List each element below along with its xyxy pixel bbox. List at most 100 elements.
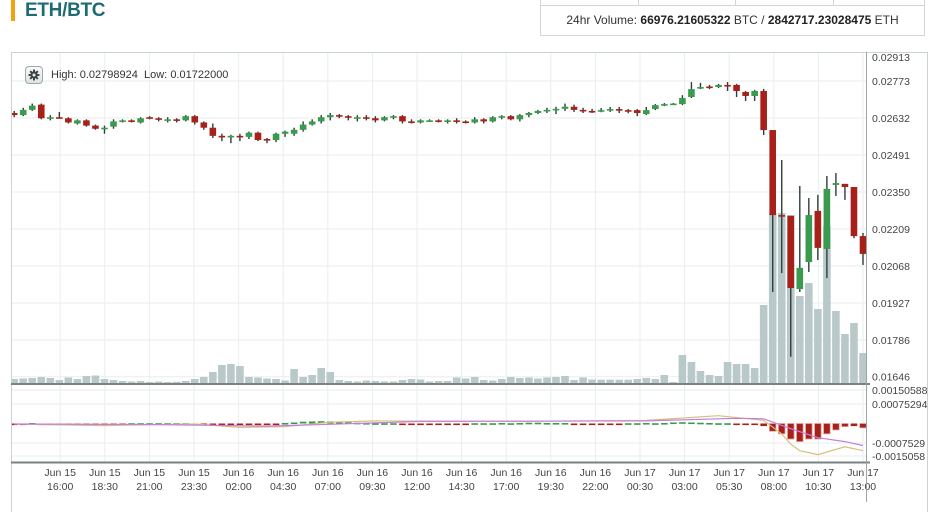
volume-bar xyxy=(12,379,18,383)
volume-bar xyxy=(678,355,687,383)
macd-histogram-bar xyxy=(561,422,569,425)
price-axis-label: 0.02350 xyxy=(872,187,910,199)
candle-down xyxy=(760,90,767,131)
candle-down xyxy=(191,116,199,123)
candle-up xyxy=(751,90,758,96)
macd-histogram-bar xyxy=(408,423,415,426)
macd-histogram-bar xyxy=(435,423,442,426)
macd-histogram-bar xyxy=(679,422,686,424)
volume-bar xyxy=(461,378,470,383)
macd-histogram-bar xyxy=(633,423,641,425)
candle-up xyxy=(354,117,361,119)
x-axis-time-label: 02:00 xyxy=(225,481,251,493)
price-axis-label: 0.02773 xyxy=(872,76,910,88)
candle-up xyxy=(227,135,235,138)
volume-bar xyxy=(100,379,109,383)
candle-down xyxy=(733,84,740,91)
volume-bar xyxy=(281,380,289,383)
candle-up xyxy=(597,110,605,112)
macd-histogram-bar xyxy=(218,423,226,426)
x-axis-date-label: Jun 17 xyxy=(669,467,701,479)
volume-bar xyxy=(46,378,55,383)
candle-down xyxy=(218,135,226,138)
macd-histogram-bar xyxy=(290,422,298,425)
macd-histogram-bar xyxy=(624,423,632,425)
volume-bar xyxy=(55,380,64,383)
stats-divider xyxy=(638,0,639,5)
volume-bar xyxy=(750,368,759,383)
x-axis-time-label: 22:00 xyxy=(582,481,608,493)
volume-bar xyxy=(805,283,813,383)
price-axis-label: 0.02209 xyxy=(872,224,910,236)
title-accent-bar xyxy=(11,0,15,21)
price-axis-label: 0.01646 xyxy=(872,372,910,384)
volume-bar xyxy=(19,378,28,383)
candle-down xyxy=(83,120,90,126)
candle-down xyxy=(92,125,99,129)
volume-bar xyxy=(768,213,777,383)
volume-bar xyxy=(552,377,560,383)
volume-bar xyxy=(597,379,605,383)
volume-bar xyxy=(308,375,316,383)
x-axis-date-label: Jun 16 xyxy=(312,467,344,479)
candle-up xyxy=(299,124,307,130)
volume-bar xyxy=(741,364,750,383)
macd-histogram-bar xyxy=(399,423,406,426)
volume-bar xyxy=(841,334,849,383)
x-axis-date-label: Jun 15 xyxy=(178,467,210,479)
macd-histogram-bar xyxy=(299,421,307,424)
macd-histogram-bar xyxy=(543,422,551,425)
signal-line xyxy=(14,417,864,447)
x-axis-time-label: 14:30 xyxy=(448,481,474,493)
candle-down xyxy=(363,117,370,119)
macd-histogram-bar xyxy=(227,423,235,426)
volume-bar xyxy=(443,381,452,383)
volume-bar xyxy=(127,381,136,383)
candle-down xyxy=(56,117,63,119)
macd-histogram-bar xyxy=(850,423,858,427)
candle-up xyxy=(390,116,397,118)
chart-frame xyxy=(11,52,928,512)
volume-bar xyxy=(245,377,253,383)
volume-bar xyxy=(353,381,362,383)
volume-btc: 66976.21605322 xyxy=(640,13,731,27)
price-axis-label: 0.02068 xyxy=(872,261,910,273)
x-axis-time-label: 13:00 xyxy=(850,481,876,493)
x-axis-time-label: 09:30 xyxy=(359,481,385,493)
macd-histogram-bar xyxy=(209,423,217,426)
macd-histogram-bar xyxy=(372,423,379,425)
candle-down xyxy=(742,92,749,96)
price-axis-label: 0.01927 xyxy=(872,298,910,310)
x-axis-date-label: Jun 16 xyxy=(357,467,389,479)
volume-bar xyxy=(651,379,660,383)
high-value: 0.02798924 xyxy=(79,69,138,81)
volume-bar xyxy=(723,362,732,383)
price-axis-label: 0.02491 xyxy=(872,150,910,162)
chart-settings-button[interactable] xyxy=(25,66,43,84)
candle-down xyxy=(850,187,858,237)
candle-down xyxy=(462,121,469,124)
x-axis-date-label: Jun 17 xyxy=(847,467,879,479)
candle-up xyxy=(381,117,388,121)
candle-down xyxy=(146,117,153,119)
volume-label: 24hr Volume: xyxy=(566,13,638,27)
candle-down xyxy=(435,120,442,122)
candle-down xyxy=(12,113,18,116)
candle-up xyxy=(552,108,560,111)
candle-down xyxy=(579,109,587,112)
stats-divider xyxy=(735,0,736,5)
volume-bar xyxy=(498,379,506,383)
macd-histogram-bar xyxy=(263,423,271,426)
volume-bar xyxy=(732,364,741,383)
volume-eth: 2842717.23028475 xyxy=(767,13,872,27)
macd-histogram-bar xyxy=(471,423,479,425)
volume-bar xyxy=(714,376,723,383)
candle-up xyxy=(426,120,433,122)
x-axis-date-label: Jun 16 xyxy=(223,467,255,479)
candle-down xyxy=(480,119,488,122)
plot-area xyxy=(12,82,866,456)
candle-down xyxy=(236,135,244,138)
candle-down xyxy=(778,215,786,217)
candle-up xyxy=(688,89,695,98)
